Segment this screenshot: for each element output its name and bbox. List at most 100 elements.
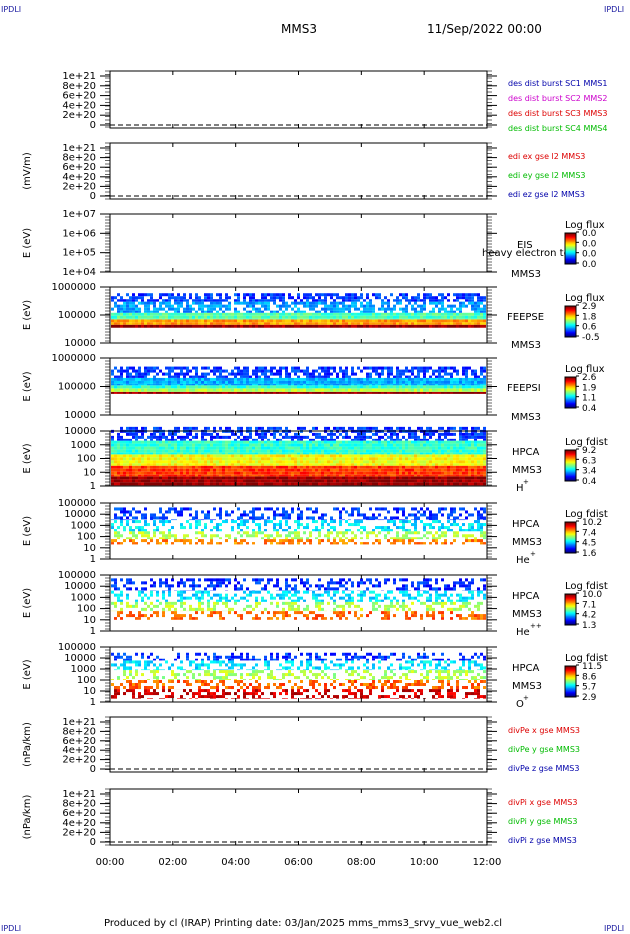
heatmap-cell — [222, 299, 225, 302]
heatmap-cell — [234, 310, 237, 313]
heatmap-cell — [393, 383, 396, 386]
heatmap-cell — [270, 388, 273, 392]
heatmap-cell — [288, 324, 291, 328]
heatmap-cell — [138, 372, 141, 376]
heatmap-cell — [153, 452, 156, 455]
colorbar-segment — [565, 377, 576, 379]
heatmap-cell — [204, 304, 207, 308]
instrument-label: FEEPSE — [507, 312, 544, 323]
heatmap-cell — [186, 457, 189, 461]
heatmap-cell — [429, 324, 432, 328]
heatmap-cell — [426, 465, 429, 469]
heatmap-cell — [330, 471, 333, 475]
heatmap-cell — [465, 482, 468, 486]
heatmap-cell — [165, 312, 168, 316]
heatmap-cell — [138, 307, 141, 311]
heatmap-cell — [438, 299, 441, 302]
heatmap-cell — [171, 465, 174, 469]
heatmap-cell — [201, 457, 204, 461]
heatmap-cell — [459, 468, 462, 472]
heatmap-cell — [246, 304, 249, 308]
heatmap-cell — [327, 388, 330, 392]
heatmap-cell — [162, 377, 165, 381]
heatmap-cell — [363, 465, 366, 469]
y-axis-label: E (eV) — [22, 443, 33, 473]
heatmap-cell — [144, 385, 147, 389]
heatmap-cell — [354, 324, 357, 328]
heatmap-cell — [447, 471, 450, 475]
heatmap-cell — [369, 366, 372, 370]
heatmap-cell — [243, 296, 246, 300]
heatmap-cell — [360, 296, 363, 300]
heatmap-cell — [411, 383, 414, 386]
heatmap-cell — [210, 391, 213, 394]
heatmap-cell — [303, 296, 306, 300]
colorbar-segment — [565, 320, 576, 322]
heatmap-cell — [351, 377, 354, 381]
heatmap-cell — [243, 380, 246, 384]
heatmap-cell — [225, 482, 228, 486]
heatmap-cell — [189, 468, 192, 472]
heatmap-cell — [342, 315, 345, 319]
heatmap-cell — [336, 324, 339, 328]
heatmap-cell — [285, 463, 288, 466]
heatmap-cell — [222, 377, 225, 381]
heatmap-cell — [471, 315, 474, 319]
heatmap-cell — [363, 324, 366, 328]
colorbar-tick-label: 0.0 — [582, 250, 597, 260]
heatmap-cell — [183, 482, 186, 486]
heatmap-cell — [168, 385, 171, 389]
heatmap-cell — [147, 391, 150, 394]
heatmap-cell — [183, 474, 186, 477]
heatmap-cell — [405, 293, 408, 297]
heatmap-cell — [126, 476, 129, 480]
heatmap-cell — [123, 452, 126, 455]
heatmap-cell — [144, 312, 147, 316]
heatmap-cell — [396, 319, 399, 323]
heatmap-cell — [351, 293, 354, 297]
heatmap-cell — [177, 454, 180, 458]
heatmap-cell — [279, 474, 282, 477]
heatmap-cell — [168, 299, 171, 302]
heatmap-cell — [417, 324, 420, 328]
heatmap-cell — [357, 377, 360, 381]
heatmap-cell — [429, 296, 432, 300]
heatmap-cell — [258, 482, 261, 486]
heatmap-cell — [321, 391, 324, 394]
heatmap-cell — [255, 312, 258, 316]
heatmap-cell — [354, 471, 357, 475]
heatmap-cell — [114, 312, 117, 316]
heatmap-cell — [399, 377, 402, 381]
heatmap-cell — [216, 454, 219, 458]
heatmap-cell — [483, 479, 486, 483]
heatmap-cell — [141, 383, 144, 386]
heatmap-cell — [279, 383, 282, 386]
heatmap-cell — [420, 310, 423, 313]
heatmap-cell — [252, 372, 255, 376]
heatmap-cell — [111, 377, 114, 381]
heatmap-cell — [120, 312, 123, 316]
heatmap-cell — [282, 324, 285, 328]
heatmap-cell — [228, 391, 231, 394]
heatmap-cell — [342, 460, 345, 464]
heatmap-cell — [324, 324, 327, 328]
heatmap-cell — [414, 296, 417, 300]
heatmap-cell — [465, 385, 468, 389]
heatmap-cell — [231, 468, 234, 472]
heatmap-cell — [333, 304, 336, 308]
heatmap-cell — [192, 318, 195, 320]
heatmap-cell — [483, 468, 486, 472]
heatmap-cell — [285, 471, 288, 475]
heatmap-cell — [243, 299, 246, 302]
heatmap-cell — [438, 468, 441, 472]
heatmap-cell — [162, 449, 165, 453]
heatmap-cell — [255, 322, 258, 325]
heatmap-cell — [264, 369, 267, 373]
heatmap-cell — [291, 380, 294, 384]
heatmap-cell — [321, 322, 324, 325]
heatmap-cell — [123, 468, 126, 472]
heatmap-cell — [450, 310, 453, 313]
heatmap-cell — [228, 460, 231, 464]
heatmap-cell — [483, 315, 486, 319]
heatmap-cell — [294, 301, 297, 305]
